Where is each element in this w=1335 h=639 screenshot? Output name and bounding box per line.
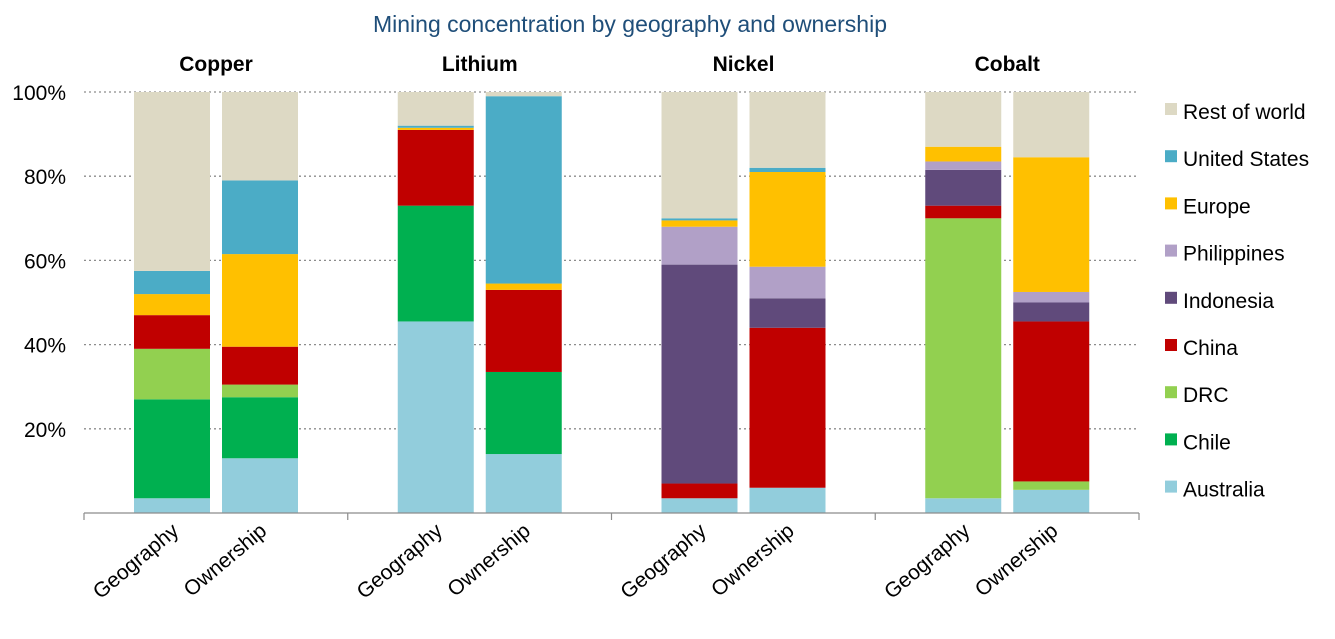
x-category-label: Ownership (971, 519, 1063, 601)
bar-segment (925, 92, 1002, 147)
bar-segment (397, 321, 474, 513)
bar-segment (661, 226, 738, 265)
bar-segment (749, 327, 826, 488)
bar-segment (1013, 489, 1090, 513)
bar-segment (1013, 92, 1090, 158)
bar-segment (222, 384, 298, 398)
bar-segment (134, 270, 210, 295)
bar-segment (485, 96, 562, 284)
bar-segment (222, 458, 298, 513)
x-category-label: Ownership (443, 519, 535, 601)
bar-segment (925, 169, 1002, 206)
y-tick-label: 80% (24, 166, 66, 189)
legend-swatch (1165, 244, 1177, 257)
bar-segment (661, 92, 738, 219)
bar-segment (222, 180, 298, 255)
legend-label: DRC (1183, 384, 1229, 407)
bar-segment (222, 346, 298, 385)
bar-segment (749, 167, 826, 172)
bar-segment (134, 348, 210, 400)
bar-segment (661, 220, 738, 227)
x-category-label: Geography (880, 519, 975, 604)
bar-segment (925, 205, 1002, 219)
bar-segment (1013, 157, 1090, 292)
bar-segment (661, 498, 738, 513)
x-category-label: Ownership (180, 519, 272, 601)
legend-label: Rest of world (1183, 101, 1306, 124)
legend-label: Philippines (1183, 243, 1285, 266)
x-category-label: Ownership (707, 519, 799, 601)
legend: Rest of world United States Europe Philippi… (1165, 101, 1309, 502)
chart-title: Mining concentration by geography and ow… (373, 11, 887, 37)
panel-title: Lithium (442, 53, 518, 76)
legend-swatch (1165, 197, 1177, 210)
bar-segment (134, 92, 210, 271)
legend-swatch (1165, 339, 1177, 351)
bar-segment (1013, 321, 1090, 482)
bar-segment (925, 146, 1002, 162)
bar-segment (485, 371, 562, 455)
bar-segment (397, 129, 474, 206)
legend-swatch (1165, 433, 1177, 446)
panel-title: Nickel (713, 53, 775, 76)
x-category-label: Geography (89, 519, 184, 604)
bar-segment (925, 218, 1002, 499)
bar-segment (222, 397, 298, 459)
panel-title: Copper (179, 53, 253, 76)
bar-segment (134, 294, 210, 316)
y-tick-label: 40% (24, 335, 66, 358)
legend-label: United States (1183, 148, 1309, 171)
legend-swatch (1165, 291, 1177, 304)
legend-label: Indonesia (1183, 290, 1274, 313)
bar-segment (485, 454, 562, 513)
bar-segment (749, 266, 826, 299)
y-tick-label: 100% (12, 82, 66, 105)
bar-segment (749, 487, 826, 513)
bar-segment (661, 218, 738, 221)
legend-swatch (1165, 103, 1177, 115)
legend-label: Europe (1183, 195, 1251, 218)
bar-segment (1013, 481, 1090, 490)
bar-segment (749, 171, 826, 267)
panel-title: Cobalt (975, 53, 1040, 76)
legend-label: Chile (1183, 431, 1231, 454)
bar-segment (397, 205, 474, 322)
bar-segment (222, 254, 298, 347)
bar-segment (134, 315, 210, 349)
y-tick-label: 20% (24, 419, 66, 442)
legend-swatch (1165, 150, 1177, 163)
bar-segment (661, 483, 738, 499)
bar-segment (925, 498, 1002, 513)
bar-segment (485, 289, 562, 372)
x-category-label: Geography (353, 519, 448, 604)
bar-segment (222, 92, 298, 181)
bar-segment (661, 264, 738, 484)
bar-segment (1013, 291, 1090, 303)
bar-segment (749, 298, 826, 328)
bar-segment (485, 283, 562, 290)
legend-label: China (1183, 337, 1238, 360)
bar-segment (134, 399, 210, 499)
bar-segment (397, 125, 474, 128)
x-category-label: Geography (616, 519, 711, 604)
y-tick-label: 60% (24, 250, 66, 273)
legend-swatch (1165, 480, 1177, 493)
bar-segment (749, 92, 826, 168)
bar-segment (925, 161, 1002, 170)
bar-segment (397, 127, 474, 130)
bars (134, 92, 1090, 513)
bar-segment (397, 92, 474, 126)
bar-segment (485, 92, 562, 97)
legend-swatch (1165, 386, 1177, 399)
bar-segment (134, 498, 210, 513)
legend-label: Australia (1183, 479, 1265, 502)
bar-segment (1013, 302, 1090, 322)
